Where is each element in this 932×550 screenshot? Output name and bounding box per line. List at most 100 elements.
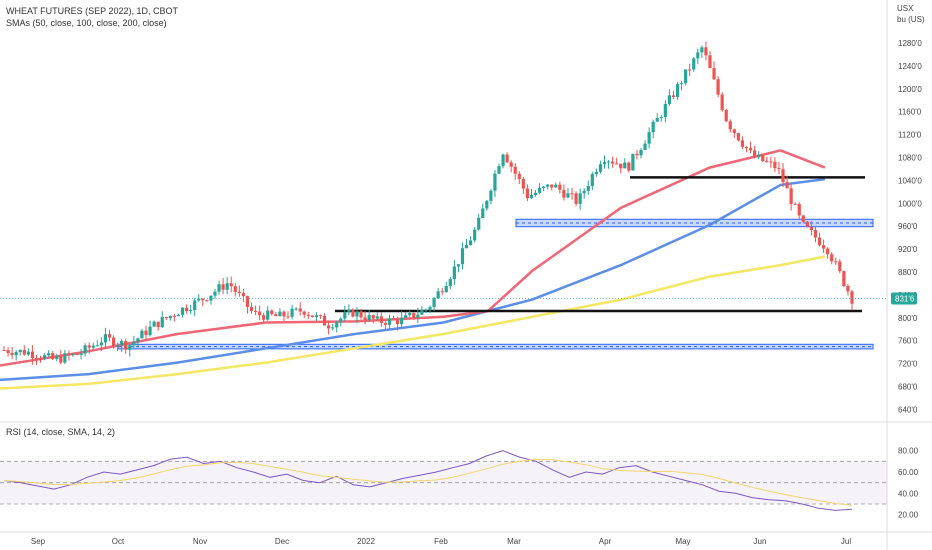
time-axis-label: Jul [841,537,851,546]
candle-body [817,237,822,246]
candle-body [51,353,55,359]
candle-body [124,341,128,350]
candle-body [635,153,639,156]
candle-body [22,349,26,355]
time-axis-label: Oct [112,537,125,546]
price-tick-label: 1040'0 [898,176,922,185]
candle-body [830,254,834,262]
time-axis-label: Dec [275,537,289,546]
candle-body [440,291,444,293]
candle-body [379,316,383,323]
candle-body [485,200,489,209]
candle-body [797,204,801,216]
candle-body [550,184,554,188]
candle-body [75,353,79,355]
candle-body [505,154,509,163]
candle-body [87,345,91,348]
candle-body [103,334,108,343]
candle-body [339,318,343,323]
price-tick-label: 720'0 [898,360,918,369]
price-tick-label: 1280'0 [898,39,922,48]
candle-body [335,322,339,328]
candle-body [209,295,213,301]
rsi-line [3,450,853,511]
candle-body [55,356,59,359]
candle-body [489,190,493,201]
candle-body [469,240,473,246]
candle-body [546,184,550,187]
candle-body [736,133,740,141]
candle-body [47,353,51,356]
candle-body [168,315,172,319]
candle-body [517,173,521,179]
time-axis-label: Feb [434,537,448,546]
candle-body [761,154,765,162]
candle-body [205,300,209,302]
candle-body [708,55,712,69]
candle-body [631,153,635,171]
candle-body [813,229,818,238]
candle-body [647,132,651,144]
candle-body [732,129,736,134]
candle-body [537,187,542,193]
price-tick-label: 1200'0 [898,85,922,94]
candle-body [79,353,83,355]
candle-body [367,315,371,321]
candle-body [785,182,789,189]
candle-body [375,316,379,319]
candle-body [769,161,773,163]
candle-body [509,162,513,167]
candle-body [789,188,793,204]
candle-body [404,315,408,318]
candle-body [241,293,245,297]
candle-body [160,317,164,328]
candle-body [132,341,136,346]
candle-body [590,174,594,186]
candle-body [331,327,335,329]
price-tick-label: 1000'0 [898,199,922,208]
candle-body [156,321,160,328]
candle-body [493,173,497,191]
candle-body [615,163,619,165]
candle-body [278,311,282,317]
candle-body [809,226,814,230]
candle-body [444,285,448,293]
candle-body [26,351,30,355]
candle-body [651,121,655,133]
candle-body [180,307,185,315]
candle-body [850,291,854,304]
rsi-tick-label: 40.00 [898,489,919,498]
candle-body [602,162,607,165]
candle-body [501,154,505,167]
candle-body [558,184,562,190]
candle-body [314,315,319,318]
candle-body [229,283,233,287]
candle-body [221,284,225,290]
candle-body [554,184,558,188]
candle-body [249,306,254,311]
candle-body [274,314,278,317]
rsi-indicator-label: RSI (14, close, SMA, 14, 2) [6,427,116,437]
candle-body [712,68,716,80]
time-axis-label: Sep [31,537,46,546]
price-tick-label: 1240'0 [898,62,922,71]
candle-body [582,190,586,194]
candle-body [6,350,10,354]
chart-symbol-title: WHEAT FUTURES (SEP 2022), 1D, CBOT [6,6,179,16]
candle-body [720,94,724,111]
price-tick-label: 800'0 [898,314,918,323]
candle-body [639,149,643,156]
last-price-badge [891,292,917,305]
candle-body [757,154,761,158]
candle-body [359,311,363,318]
candle-body [391,318,396,320]
candle-body [282,311,286,317]
candle-body [412,312,416,318]
sma-200-line [0,255,826,390]
candle-body [318,315,323,317]
candle-body [700,47,704,53]
candle-body [38,358,43,360]
candle-body [842,271,846,286]
candle-body [619,163,623,169]
